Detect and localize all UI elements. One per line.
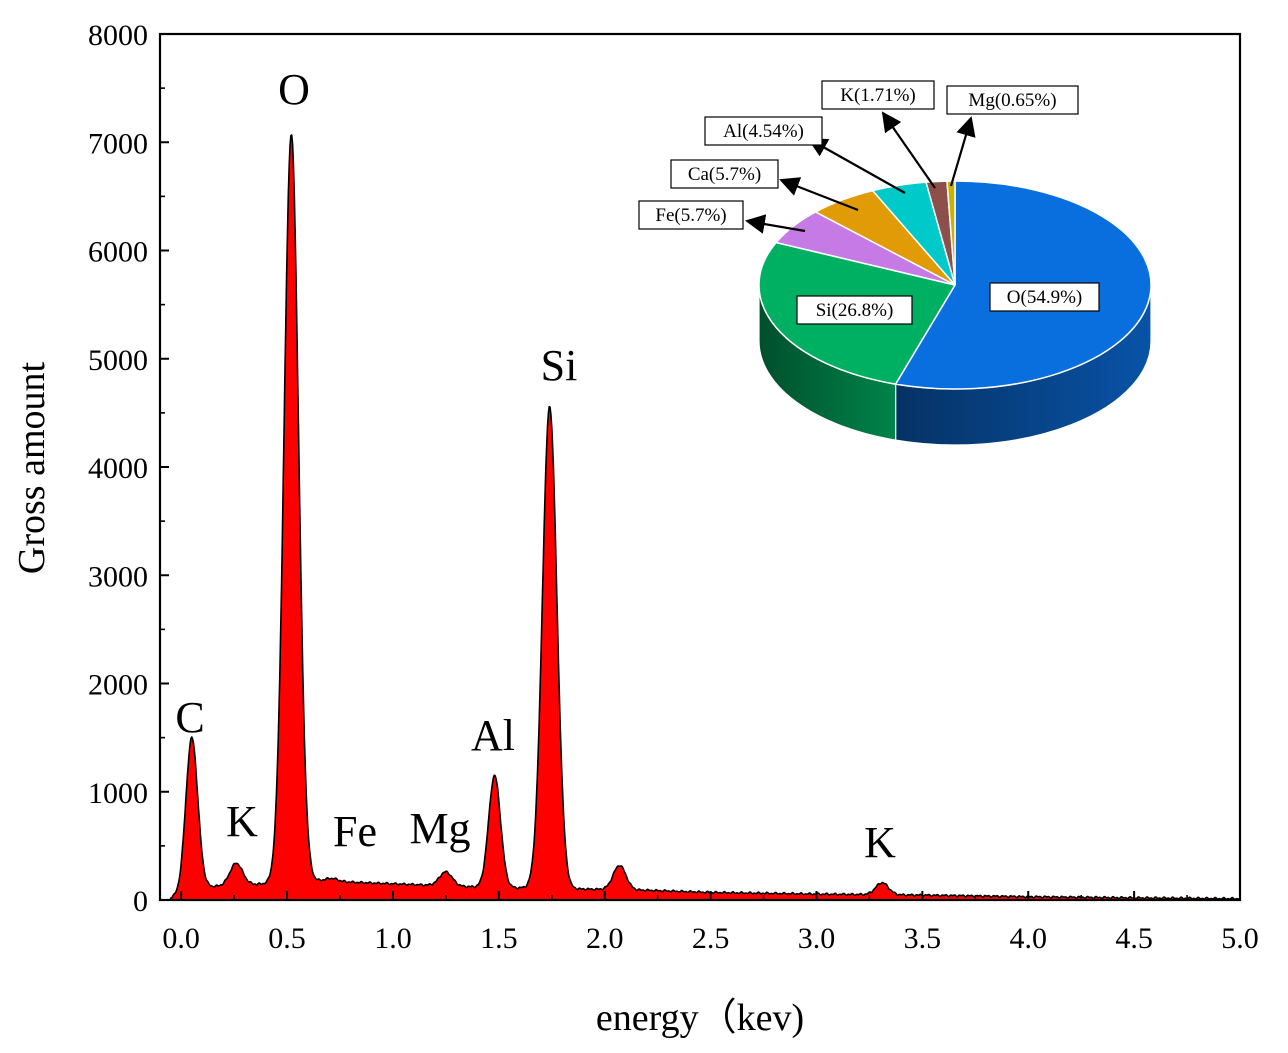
pie-leader-arrow [881,111,936,189]
spectrum-layer [169,134,1241,901]
y-tick-label: 8000 [88,19,148,52]
pie-slice-label: Al(4.54%) [723,121,804,142]
peak-label: Si [541,341,578,390]
peak-label: Mg [409,804,470,853]
x-tick-label: 4.0 [1009,922,1047,955]
pie-slice-label: Ca(5.7%) [688,164,761,185]
pie-leader-arrow [949,116,976,187]
pie-slice-label: K(1.71%) [840,85,915,106]
pie-label-box [638,200,744,230]
x-tick-label: 1.0 [374,922,412,955]
pie-leader-arrow [807,138,906,194]
pie-label-box [704,116,823,146]
peak-label: Al [471,711,515,760]
peak-label: C [175,693,204,742]
x-tick-label: 5.0 [1221,922,1259,955]
x-tick-label: 2.5 [692,922,730,955]
x-tick-label: 0.5 [268,922,306,955]
x-tick-label: 4.5 [1115,922,1153,955]
y-tick-label: 1000 [88,777,148,810]
y-tick-label: 2000 [88,669,148,702]
pie-label-box [946,85,1079,115]
y-tick-label: 7000 [88,127,148,160]
pie-leader-arrow [779,177,859,212]
spectrum-area [169,134,1241,901]
x-axis-title: energy（kev) [596,997,804,1039]
y-tick-label: 0 [133,885,148,918]
y-tick-label: 5000 [88,344,148,377]
peak-label: K [864,818,896,867]
y-tick-label: 4000 [88,452,148,485]
pie-label-box [796,295,913,325]
pie-slice [946,180,956,286]
pie-label-box [989,282,1100,312]
axis-ticks: 0.0 0.5 1.0 1.5 2.0 2.5 3.0 3.5 4.0 4.5 5.0 0 1000 20… [88,19,1259,955]
x-tick-label: 3.0 [798,922,836,955]
pie-label-box [670,159,779,189]
pie-slice-label: Fe(5.7%) [655,205,726,226]
x-tick-label: 3.5 [904,922,942,955]
composition-pie-chart: O(54.9%) Si(26.8%) Fe(5.7%) Ca(5.7%) Al(4.54… [638,80,1152,446]
peak-label: K [226,797,258,846]
x-tick-label: 0.0 [162,922,200,955]
y-tick-label: 6000 [88,236,148,269]
x-tick-label: 1.5 [480,922,518,955]
pie-slice-label: Si(26.8%) [816,300,894,321]
pie-slice-label: O(54.9%) [1007,287,1082,308]
pie-label-box [821,80,935,110]
x-tick-label: 2.0 [586,922,624,955]
pie-slice-label: Mg(0.65%) [968,90,1056,111]
y-tick-label: 3000 [88,560,148,593]
y-axis-title: Gross amount [11,361,53,574]
pie-leader-arrow [745,214,806,234]
peak-label: Fe [333,807,377,856]
peak-label: O [278,65,310,114]
